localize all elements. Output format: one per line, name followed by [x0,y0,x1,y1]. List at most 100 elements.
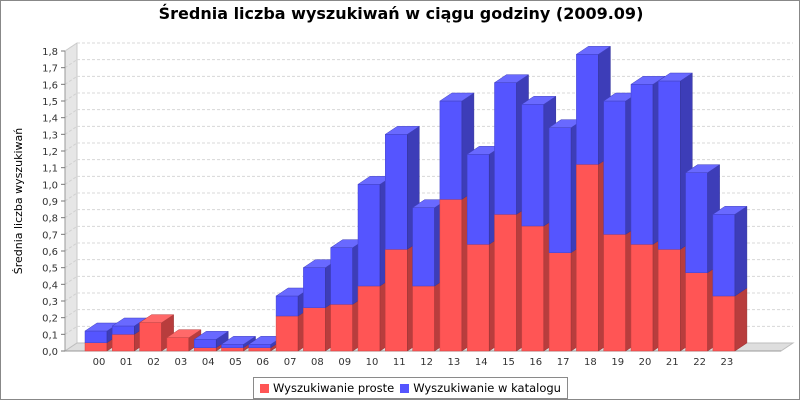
bar-catalog-13 [439,100,463,200]
legend-swatch-catalog-search [400,383,410,393]
bar-simple-03 [166,337,190,352]
y-tick-label: 1,5 [42,97,58,108]
x-tick-label-22: 22 [693,357,706,368]
x-tick-label-10: 10 [366,357,379,368]
bar-simple-09 [330,304,353,352]
bar-top-catalog-13 [439,92,475,102]
bar-top-catalog-15 [493,74,530,83]
bar-top-catalog-11 [384,126,421,135]
bar-side-catalog-23 [734,205,748,297]
legend-item-simple-search: Wyszukiwanie proste [260,381,394,395]
bar-top-catalog-21 [657,72,694,82]
y-tick-label: 0,1 [42,330,58,341]
x-tick-label-12: 12 [420,357,433,368]
y-tick-label: 1,1 [42,164,58,175]
bar-catalog-18 [576,54,599,165]
bar-simple-10 [357,285,381,352]
x-tick-label-21: 21 [666,357,679,368]
bar-simple-15 [494,214,517,352]
y-tick-label: 1,6 [42,80,58,91]
y-tick-label: 0,2 [42,314,58,325]
bar-catalog-00 [84,330,108,343]
bar-simple-05 [221,347,244,352]
y-tick-label: 0,0 [42,347,58,358]
bar-simple-20 [630,244,654,352]
bar-top-catalog-22 [684,164,721,173]
bar-simple-13 [439,199,463,352]
legend-item-catalog-search: Wyszukiwanie w katalogu [400,381,561,395]
bar-simple-12 [412,285,435,352]
y-tick-label: 0,5 [42,264,58,275]
chart-title: Średnia liczba wyszukiwań w ciągu godzin… [158,4,644,23]
gridline-side [64,125,78,135]
x-tick-label-14: 14 [475,357,488,368]
x-tick-label-19: 19 [611,357,624,368]
bar-catalog-08 [303,267,326,308]
y-tick-label: 1,7 [42,64,58,75]
gridline-side [64,175,78,185]
bar-catalog-17 [548,127,572,253]
gridline-side [64,159,78,169]
x-tick-label-20: 20 [639,357,652,368]
bar-catalog-14 [466,154,490,245]
y-tick-label: 0,6 [42,247,58,258]
gridline-side [64,292,78,302]
bar-catalog-04 [193,339,217,348]
y-axis-title: Średnia liczba wyszukiwań [12,128,25,275]
bar-simple-23 [712,295,736,352]
gridline-side [64,142,78,152]
legend-label-simple-search: Wyszukiwanie proste [273,381,395,395]
bar-catalog-11 [385,134,408,250]
bar-catalog-19 [603,100,626,235]
bar-simple-04 [193,347,217,352]
bar-side-simple-23 [734,287,748,352]
bar-simple-01 [112,334,135,352]
y-tick-label: 0,7 [42,230,58,241]
bar-simple-08 [303,307,326,352]
x-tick-label-16: 16 [529,357,542,368]
x-tick-label-00: 00 [93,357,106,368]
bar-catalog-09 [330,247,353,305]
bar-catalog-07 [275,295,299,317]
bar-simple-07 [275,315,299,352]
bar-top-simple-02 [138,314,175,323]
x-tick-label-11: 11 [393,357,406,368]
y-tick-label: 0,9 [42,197,58,208]
gridline-side [64,309,78,319]
x-tick-label-07: 07 [284,357,297,368]
x-tick-label-04: 04 [202,357,215,368]
bar-top-catalog-18 [575,46,612,55]
y-tick-label: 1,2 [42,147,58,158]
bar-catalog-05 [221,344,244,348]
bar-simple-16 [521,225,545,352]
x-tick-label-02: 02 [147,357,160,368]
y-tick-label: 0,3 [42,297,58,308]
x-tick-label-18: 18 [584,357,597,368]
bar-simple-22 [685,272,708,352]
x-tick-label-23: 23 [721,357,734,368]
y-tick-label: 0,8 [42,214,58,225]
legend-swatch-simple-search [260,383,269,393]
gridline-side [64,209,78,219]
gridline-side [64,42,78,52]
gridline-side [64,59,78,69]
bar-top-catalog-23 [712,206,748,215]
bar-top-simple-03 [166,329,202,338]
bar-simple-21 [658,249,681,352]
bar-simple-17 [548,252,572,352]
gridline-side [64,242,78,252]
gridline-side [64,192,78,202]
bar-simple-19 [603,234,626,352]
bar-simple-06 [248,347,272,352]
y-tick-label: 0,4 [42,280,58,291]
gridline-side [64,259,78,269]
x-tick-label-13: 13 [448,357,461,368]
bar-simple-00 [84,342,108,352]
gridline-side [64,109,78,119]
legend: Wyszukiwanie proste Wyszukiwanie w katal… [253,377,568,399]
bar-simple-02 [139,322,162,352]
x-tick-label-06: 06 [256,357,269,368]
bar-simple-14 [466,244,490,352]
x-tick-label-05: 05 [229,357,242,368]
